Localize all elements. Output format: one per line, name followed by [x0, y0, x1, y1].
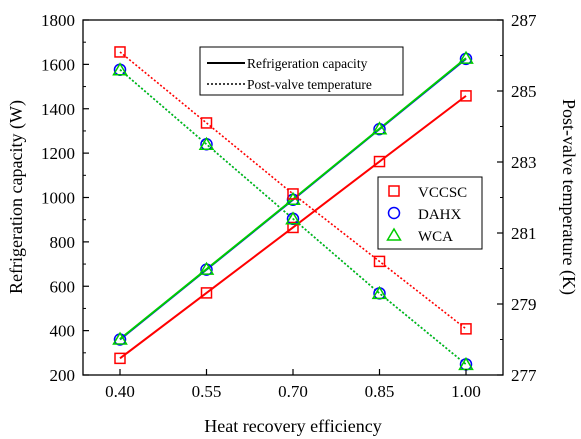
square-marker: [373, 255, 386, 268]
right-y-tick-label: 287: [511, 11, 537, 30]
right-y-tick-label: 281: [511, 224, 537, 243]
left-axis-title: Refrigeration capacity (W): [6, 100, 27, 294]
triangle-marker: [112, 62, 128, 76]
square-marker: [114, 352, 126, 365]
legend-square-marker: [388, 185, 400, 197]
left-y-tick-label: 200: [50, 366, 76, 385]
x-tick-label: 0.55: [192, 382, 222, 401]
square-marker: [287, 188, 299, 200]
series-line-vccsc-capacity: [119, 95, 467, 360]
triangle-marker: [198, 136, 215, 150]
legend-triangle-marker: [386, 227, 402, 241]
legend-label-wca: WCA: [418, 229, 453, 245]
left-y-tick-label: 1600: [41, 55, 75, 74]
right-y-tick-label: 283: [511, 153, 537, 172]
legend-label-temperature: Post-valve temperature: [247, 77, 372, 92]
triangle-marker: [458, 50, 474, 64]
legend-label-vccsc: VCCSC: [418, 185, 467, 201]
right-y-tick-label: 279: [511, 295, 537, 314]
marker-legend: VCCSC DAHX WCA: [377, 176, 483, 250]
legend-label-capacity: Refrigeration capacity: [247, 56, 368, 71]
left-y-tick-label: 600: [50, 277, 76, 296]
square-marker: [200, 287, 213, 299]
series-layer: [112, 46, 474, 371]
triangle-marker: [112, 331, 128, 345]
right-y-tick-label: 277: [511, 366, 537, 385]
left-y-tick-label: 1000: [41, 189, 75, 208]
x-axis-title: Heat recovery efficiency: [204, 416, 382, 436]
left-y-tick-label: 1400: [41, 100, 75, 119]
legend-label-dahx: DAHX: [418, 207, 461, 223]
square-marker: [200, 117, 213, 129]
marker-legend-box: [377, 176, 483, 250]
series-line-wca-temperature: [119, 69, 467, 365]
square-marker: [287, 221, 299, 234]
x-tick-label: 0.70: [278, 382, 308, 401]
square-marker: [460, 323, 472, 335]
right-y-tick-label: 285: [511, 82, 537, 101]
x-tick-label: 0.40: [105, 382, 135, 401]
right-axis-title: Post-valve temperature (K): [558, 99, 579, 295]
line-legend: Refrigeration capacity Post-valve temper…: [199, 46, 404, 96]
x-tick-label: 1.00: [451, 382, 481, 401]
ticks-layer: 0.40 0.55 0.70 0.85 1.00 200 400 600 800 1000 1200…: [41, 11, 537, 401]
triangle-marker: [371, 121, 388, 135]
x-tick-label: 0.85: [365, 382, 395, 401]
left-y-tick-label: 1800: [41, 11, 75, 30]
line-legend-box: [199, 46, 404, 96]
left-y-tick-label: 800: [50, 233, 76, 252]
square-marker: [373, 155, 386, 168]
triangle-marker: [285, 211, 301, 225]
left-y-tick-label: 400: [50, 322, 76, 341]
square-marker: [114, 46, 126, 58]
triangle-marker: [198, 261, 215, 275]
triangle-marker: [371, 285, 388, 300]
left-y-tick-label: 1200: [41, 144, 75, 163]
square-marker: [460, 90, 472, 102]
legend-circle-marker: [387, 206, 401, 220]
